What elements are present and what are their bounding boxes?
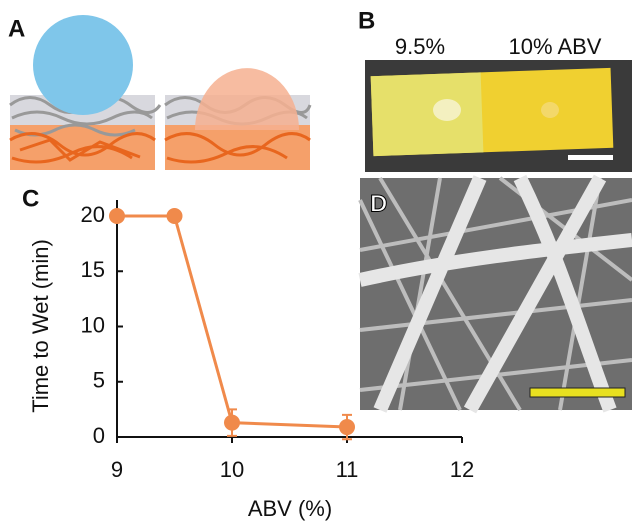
y-tick-label: 5 — [93, 368, 105, 393]
panel-a-illustration — [10, 15, 310, 170]
panel-b-photo — [365, 60, 632, 172]
panel-label: C — [22, 185, 39, 212]
y-tick-label: 0 — [93, 423, 105, 448]
data-line — [117, 216, 347, 427]
data-point — [339, 419, 355, 435]
x-tick-label: 11 — [336, 457, 359, 482]
figure: A B 9.5% 10% ABV D C ABV (%) Time to Wet… — [0, 0, 632, 527]
data-point — [224, 415, 240, 431]
panel-d-sem — [360, 178, 632, 410]
y-tick-label: 10 — [81, 312, 105, 337]
data-point — [167, 208, 183, 224]
panel-label: A — [8, 15, 25, 42]
x-tick-label: 12 — [450, 457, 474, 482]
sample-label: 9.5% — [395, 34, 445, 59]
y-axis-label: Time to Wet (min) — [28, 239, 53, 413]
data-point — [109, 208, 125, 224]
panel-label: B — [358, 7, 375, 34]
panel-label: D — [370, 190, 387, 217]
x-axis-label: ABV (%) — [248, 496, 332, 521]
sample-label: 10% ABV — [509, 34, 602, 59]
x-tick-label: 10 — [220, 457, 244, 482]
y-tick-label: 15 — [81, 257, 105, 282]
y-tick-label: 20 — [81, 202, 105, 227]
x-tick-label: 9 — [111, 457, 123, 482]
